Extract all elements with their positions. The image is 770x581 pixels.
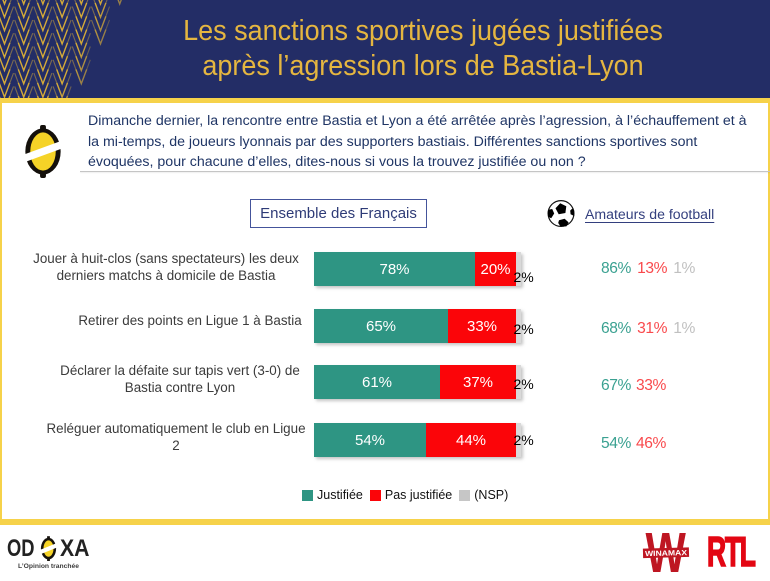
svg-text:XA: XA xyxy=(60,535,90,562)
svg-text:WINAMAX: WINAMAX xyxy=(645,548,687,558)
svg-text:L’Opinion tranchée: L’Opinion tranchée xyxy=(18,563,79,570)
svg-text:OD: OD xyxy=(7,535,35,562)
svg-text:RTL: RTL xyxy=(707,535,756,569)
